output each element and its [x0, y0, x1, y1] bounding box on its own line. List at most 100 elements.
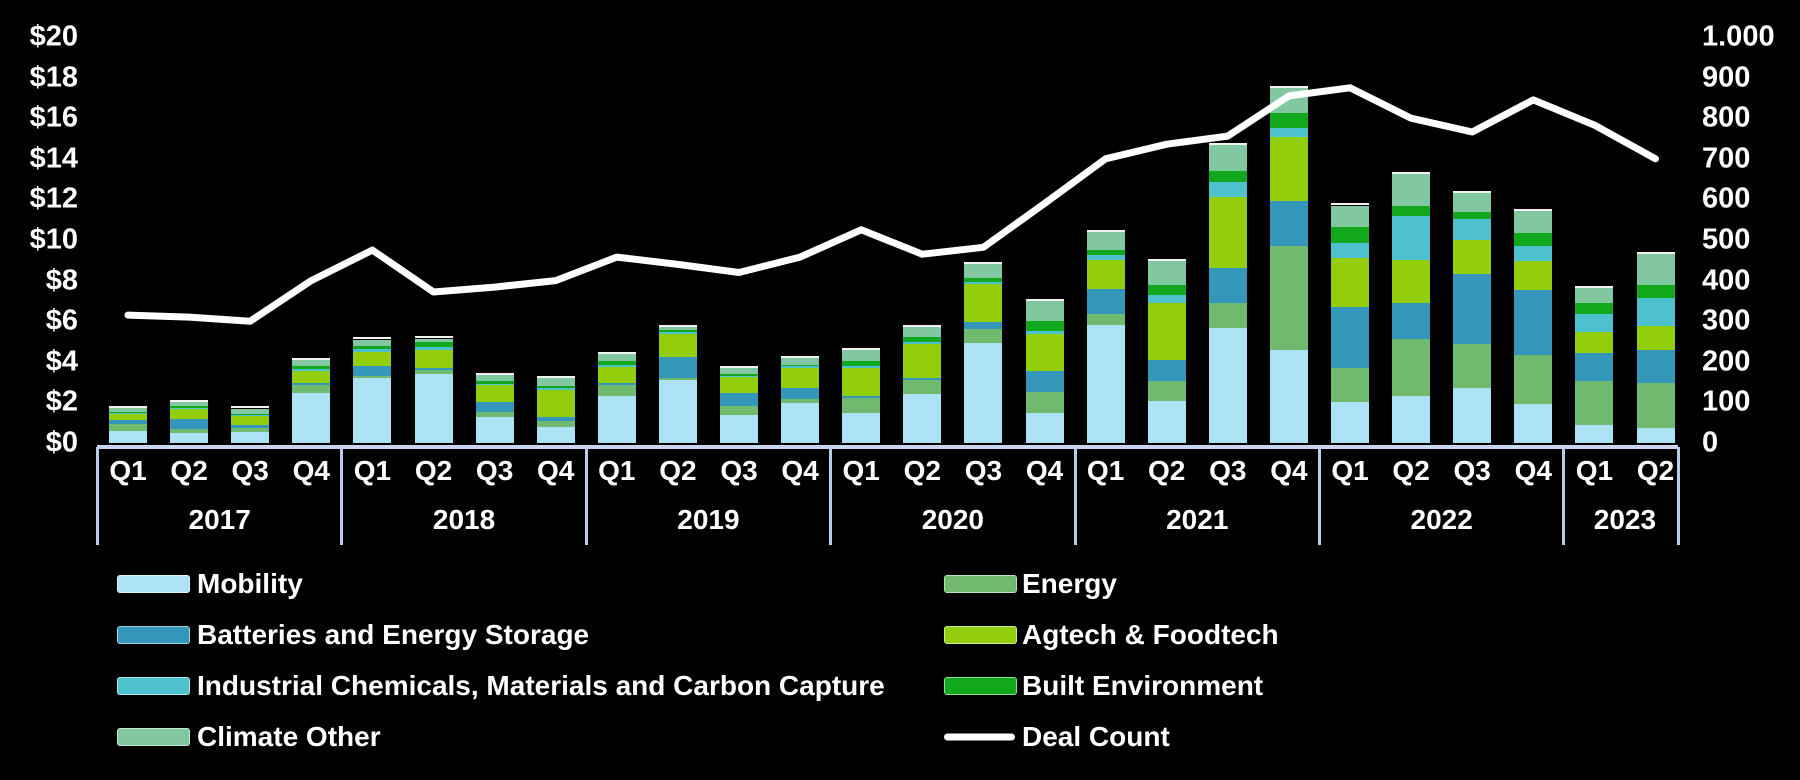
- segment-batteries: [170, 418, 209, 429]
- segment-built: [1269, 113, 1308, 129]
- segment-mobility: [842, 412, 881, 443]
- segment-mobility: [1392, 396, 1431, 443]
- segment-batteries: [1025, 370, 1064, 393]
- year-label: 2018: [432, 504, 496, 535]
- funding-bar: [1636, 252, 1675, 443]
- funding-bar: [1514, 208, 1553, 443]
- segment-mobility: [292, 393, 331, 443]
- legend-label-agtech: Agtech & Foodtech: [1022, 619, 1279, 650]
- quarter-label: Q4: [537, 455, 575, 486]
- legend-swatch-batteries: [117, 626, 190, 644]
- segment-mobility: [1208, 328, 1247, 443]
- quarter-label: Q3: [964, 455, 1003, 486]
- segment-mobility: [414, 373, 453, 443]
- segment-mobility: [597, 396, 636, 443]
- right-axis-tick: 700: [1702, 142, 1751, 175]
- segment-energy: [1147, 381, 1186, 402]
- segment-agtech: [1514, 261, 1553, 290]
- funding-bar: [781, 355, 820, 443]
- segment-energy: [1392, 339, 1431, 397]
- funding-bar: [1025, 298, 1064, 443]
- segment-industrial: [1575, 314, 1614, 333]
- segment-energy: [170, 428, 209, 433]
- funding-bar: [292, 358, 331, 443]
- right-axis-tick: 500: [1702, 223, 1751, 256]
- legend-label-batteries: Batteries and Energy Storage: [197, 619, 590, 650]
- funding-bar: [170, 399, 209, 443]
- segment-built: [536, 386, 575, 389]
- segment-batteries: [903, 378, 942, 381]
- segment-built: [353, 345, 392, 350]
- segment-built: [903, 337, 942, 342]
- segment-mobility: [658, 380, 697, 443]
- segment-built: [231, 413, 270, 415]
- segment-batteries: [1392, 302, 1431, 340]
- segment-batteries: [353, 365, 392, 377]
- segment-batteries: [781, 388, 820, 400]
- segment-energy: [1453, 343, 1492, 389]
- segment-climate_other: [1514, 210, 1553, 233]
- segment-climate_other: [414, 338, 453, 342]
- segment-industrial: [170, 407, 209, 409]
- segment-climate_other: [1147, 261, 1186, 285]
- segment-industrial: [353, 349, 392, 352]
- year-group-divider: [1562, 447, 1566, 545]
- segment-mobility: [1331, 402, 1369, 443]
- segment-energy: [414, 369, 453, 374]
- segment-industrial: [292, 369, 331, 371]
- segment-industrial: [781, 365, 820, 368]
- legend-swatch-energy: [944, 575, 1017, 593]
- segment-industrial: [475, 384, 514, 386]
- funding-bar: [1392, 172, 1431, 443]
- segment-mobility: [1269, 349, 1308, 443]
- legend-label-built: Built Environment: [1022, 670, 1264, 701]
- year-group-divider: [584, 447, 588, 545]
- segment-batteries: [842, 396, 881, 399]
- segment-climate_other: [720, 367, 758, 375]
- segment-batteries: [1269, 201, 1308, 247]
- segment-energy: [536, 420, 575, 427]
- legend-label-deal_count: Deal Count: [1022, 721, 1170, 752]
- right-axis-tick: 900: [1702, 61, 1751, 94]
- year-group-divider: [1317, 447, 1321, 545]
- quarter-label: Q3: [231, 455, 269, 486]
- segment-energy: [964, 329, 1003, 343]
- funding-bar: [964, 262, 1003, 443]
- quarter-label: Q3: [475, 455, 514, 486]
- funding-bar: [1331, 203, 1369, 443]
- segment-agtech: [1025, 334, 1064, 371]
- segment-agtech: [964, 283, 1003, 323]
- quarter-label: Q4: [1514, 455, 1552, 486]
- quarter-label: Q3: [720, 455, 758, 486]
- legend-swatch-built: [944, 677, 1017, 695]
- segment-industrial: [842, 365, 881, 368]
- left-axis-tick: $8: [45, 264, 78, 297]
- quarter-label: Q1: [842, 455, 880, 486]
- segment-climate_other: [475, 375, 514, 382]
- segment-batteries: [1331, 307, 1369, 368]
- segment-batteries: [964, 322, 1003, 330]
- quarter-label: Q3: [1453, 455, 1491, 486]
- funding-bar: [658, 325, 697, 443]
- x-axis-baseline: [97, 445, 1678, 449]
- left-axis-tick: $14: [29, 142, 78, 175]
- quarter-label: Q2: [903, 455, 941, 486]
- quarter-label: Q1: [598, 455, 636, 486]
- segment-industrial: [1086, 255, 1125, 261]
- segment-built: [475, 381, 514, 385]
- segment-energy: [597, 385, 636, 397]
- segment-energy: [658, 378, 697, 381]
- segment-built: [720, 374, 758, 377]
- segment-climate_other: [1025, 300, 1064, 322]
- right-axis-tick: 200: [1702, 345, 1751, 378]
- segment-climate_other: [597, 353, 636, 361]
- segment-mobility: [1025, 412, 1064, 443]
- segment-agtech: [170, 408, 209, 419]
- segment-built: [842, 360, 881, 366]
- left-axis-tick: $16: [29, 101, 78, 134]
- segment-climate_other: [1392, 174, 1431, 206]
- segment-batteries: [1575, 352, 1614, 382]
- right-axis-tick: 1.000: [1702, 20, 1775, 53]
- funding-bar: [231, 406, 270, 443]
